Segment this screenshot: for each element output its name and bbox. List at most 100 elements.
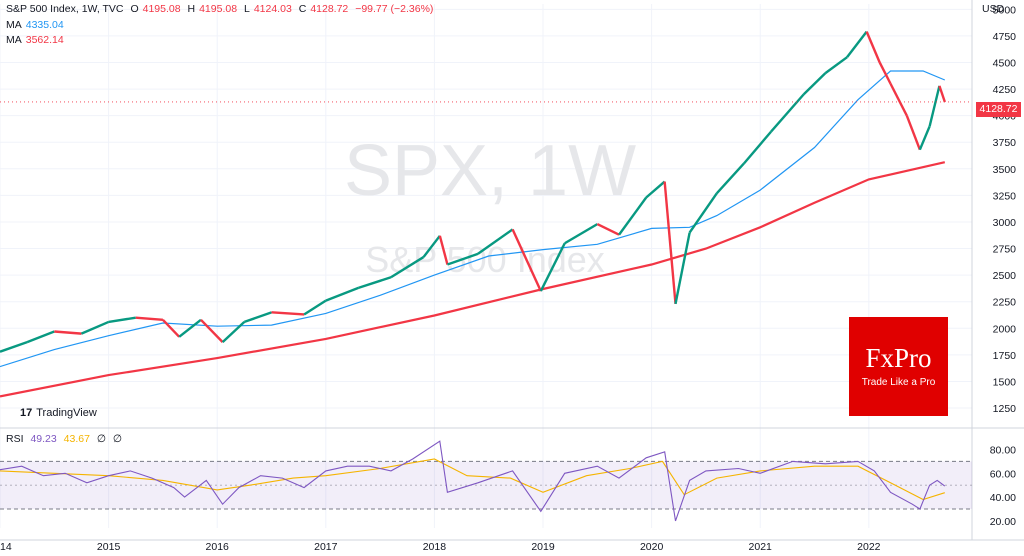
price-series	[0, 30, 972, 398]
price-segment	[447, 252, 479, 266]
price-segment	[824, 56, 848, 75]
price-segment	[645, 180, 666, 199]
price-segment	[539, 242, 566, 292]
price-segment	[135, 316, 163, 321]
price-tick-label: 3000	[993, 217, 1017, 229]
time-tick-label: 2019	[531, 541, 555, 553]
time-tick-label: 2015	[97, 541, 121, 553]
price-tick-label: 2000	[993, 323, 1017, 335]
ma-slow-legend[interactable]: MA 3562.14	[6, 34, 68, 46]
price-segment	[243, 311, 272, 324]
price-tick-label: 1500	[993, 376, 1017, 388]
ma-fast-line	[0, 70, 946, 368]
price-segment	[938, 85, 946, 103]
tradingview-icon: 17	[20, 407, 33, 419]
rsi-tick-label: 40.00	[990, 492, 1016, 504]
ma-slow-label: MA	[6, 34, 22, 46]
price-segment	[596, 223, 620, 236]
price-segment	[80, 320, 110, 335]
change-value: −99.77 (−2.36%)	[355, 3, 434, 15]
price-segment	[390, 256, 425, 279]
price-grid	[0, 0, 1024, 541]
price-segment	[0, 340, 28, 353]
ma-slow-line	[0, 161, 946, 398]
symbol-legend: S&P 500 Index, 1W, TVC O 4195.08 H 4195.08…	[6, 3, 437, 15]
time-tick-label: 2016	[206, 541, 230, 553]
ma-fast-label: MA	[6, 19, 22, 31]
watermark-symbol: SPX, 1W	[344, 131, 636, 211]
price-segment	[162, 318, 181, 338]
price-segment	[918, 125, 931, 151]
time-tick-label: 2014	[0, 541, 12, 553]
price-tick-label: 2750	[993, 244, 1017, 256]
price-tick-label: 5000	[993, 4, 1017, 16]
price-tick-label: 1750	[993, 350, 1017, 362]
price-segment	[715, 162, 745, 195]
price-tick-label: 3750	[993, 137, 1017, 149]
high-value: 4195.08	[199, 3, 238, 15]
price-segment	[663, 181, 677, 304]
price-tick-label: 3250	[993, 190, 1017, 202]
price-segment	[108, 316, 136, 324]
tradingview-label: TradingView	[36, 407, 97, 419]
price-segment	[303, 299, 327, 316]
price-segment	[200, 318, 224, 343]
ma-fast-value: 4335.04	[25, 19, 64, 31]
price-segment	[564, 223, 598, 245]
close-value: 4128.72	[310, 3, 349, 15]
low-label: L	[243, 3, 250, 15]
rsi-ma-value: 43.67	[63, 433, 90, 445]
time-tick-label: 2021	[749, 541, 773, 553]
open-value: 4195.08	[142, 3, 181, 15]
rsi-tick-label: 60.00	[990, 468, 1016, 480]
price-segment	[511, 228, 542, 292]
open-label: O	[130, 3, 139, 15]
time-axis: 2014 2015 2016 2017 2018 2019 2020 2021 2022	[0, 541, 881, 553]
price-segment	[905, 115, 921, 151]
time-tick-label: 2017	[314, 541, 338, 553]
price-segment	[221, 321, 246, 344]
high-label: H	[187, 3, 196, 15]
rsi-grid	[0, 460, 972, 510]
price-segment	[802, 72, 827, 96]
price-axis: 1250 1500 1750 2000 2250 2500 2750 3000 3250 3500…	[993, 4, 1017, 415]
price-tick-label: 4500	[993, 57, 1017, 69]
rsi-label: RSI	[6, 433, 24, 445]
currency-label: USD	[982, 3, 1005, 15]
rsi-series	[0, 440, 946, 522]
price-segment	[26, 330, 55, 344]
price-segment	[178, 318, 202, 338]
fxpro-brand: FxPro	[865, 343, 932, 373]
rsi-extra-2: ∅	[112, 433, 123, 445]
rsi-tick-label: 20.00	[990, 516, 1016, 528]
price-segment	[846, 30, 868, 58]
price-segment	[438, 235, 449, 265]
price-segment	[477, 228, 514, 255]
price-segment	[928, 85, 941, 127]
price-segment	[865, 31, 881, 63]
price-segment	[271, 311, 305, 316]
rsi-legend[interactable]: RSI 49.23 43.67 ∅ ∅	[6, 433, 126, 445]
rsi-line	[0, 440, 946, 522]
symbol-title[interactable]: S&P 500 Index, 1W, TVC	[6, 3, 124, 15]
price-tick-label: 1250	[993, 403, 1017, 415]
rsi-ma-line	[0, 458, 945, 501]
time-tick-label: 2018	[423, 541, 447, 553]
ma-slow-value: 3562.14	[25, 34, 64, 46]
price-tick-label: 2500	[993, 270, 1017, 282]
price-tick-label: 2250	[993, 297, 1017, 309]
watermark-name: S&P 500 Index	[365, 239, 605, 280]
price-segment	[618, 196, 648, 236]
low-value: 4124.03	[253, 3, 292, 15]
price-segment	[422, 235, 441, 258]
price-tick-label: 4750	[993, 31, 1017, 43]
price-segment	[878, 61, 892, 85]
price-segment	[54, 330, 82, 335]
price-tick-label: 4250	[993, 84, 1017, 96]
rsi-extra-1: ∅	[96, 433, 106, 445]
rsi-axis: 20.00 40.00 60.00 80.00	[990, 445, 1016, 528]
tradingview-logo[interactable]: 17 TradingView	[20, 407, 97, 419]
ma-fast-legend[interactable]: MA 4335.04	[6, 19, 68, 31]
fxpro-logo: FxPro Trade Like a Pro	[849, 317, 948, 416]
rsi-tick-label: 80.00	[990, 445, 1016, 457]
